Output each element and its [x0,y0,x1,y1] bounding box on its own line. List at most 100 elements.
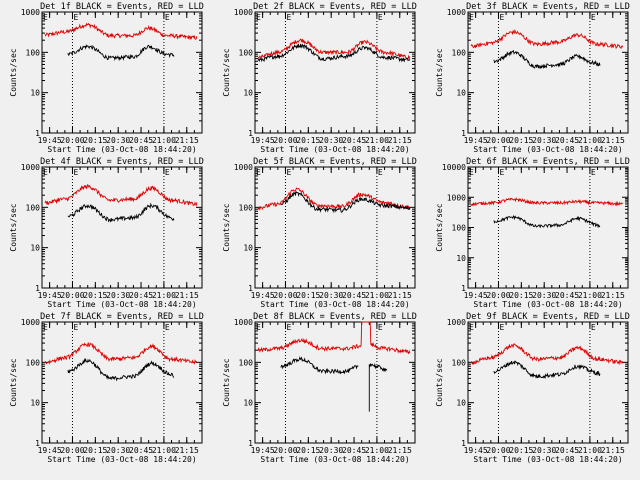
y-tick-label: 100 [452,48,467,57]
lld-line [44,183,198,207]
marker-label: E [378,13,383,22]
plot-frame [254,11,416,134]
x-tick-label: 20:15 [509,136,533,145]
x-tick-label: 20:00 [60,446,84,455]
y-tick-label: 10 [456,399,466,408]
y-tick-label: 1 [461,284,466,293]
x-tick-label: 21:15 [175,291,199,300]
y-axis-label: Counts/sec [222,358,231,406]
marker-label: E [378,168,383,177]
events-line [493,360,601,380]
marker-label: E [165,168,170,177]
events-line [280,190,411,214]
y-tick-label: 1 [35,129,40,138]
marker-label: E [499,323,504,332]
x-axis-label: Start Time (03-Oct-08 18:44:20) [473,455,622,464]
y-tick-label: 1000 [234,8,253,17]
marker-label: E [378,323,383,332]
y-axis-label: Counts/sec [435,48,444,96]
x-tick-label: 21:00 [578,291,602,300]
y-tick-label: 100 [26,358,41,367]
x-tick-label: 21:15 [175,136,199,145]
x-tick-label: 21:00 [152,136,176,145]
x-tick-label: 20:30 [532,291,556,300]
events-line [368,362,388,373]
lld-line [470,343,624,366]
y-tick-label: 100 [452,224,467,233]
y-tick-label: 100 [239,358,254,367]
x-tick-label: 19:45 [38,291,62,300]
marker-label: E [591,168,596,177]
plot-frame [467,321,629,444]
plot-frame [254,166,416,289]
y-tick-label: 1000 [447,318,466,327]
x-tick-label: 20:15 [296,446,320,455]
x-tick-label: 19:45 [251,446,275,455]
x-tick-label: 20:45 [129,291,153,300]
x-tick-label: 20:30 [106,446,130,455]
events-line [257,43,411,63]
marker-label: E [73,13,78,22]
plot-frame [467,11,629,134]
plot-frame [41,321,203,444]
y-tick-label: 1000 [234,318,253,327]
x-tick-label: 19:45 [251,136,275,145]
x-tick-label: 20:15 [83,446,107,455]
x-tick-label: 20:45 [342,291,366,300]
y-tick-label: 10 [456,89,466,98]
x-tick-label: 20:45 [555,446,579,455]
marker-label: E [499,13,504,22]
x-tick-label: 19:45 [38,136,62,145]
y-tick-label: 1 [461,129,466,138]
y-tick-label: 10 [243,399,253,408]
marker-label: E [165,13,170,22]
y-tick-label: 10 [243,244,253,253]
marker-label: E [286,168,291,177]
plot-frame [467,166,629,289]
panel-title: Det 1f BLACK = Events, RED = LLD [40,2,204,12]
y-tick-label: 1000 [21,163,40,172]
x-axis-label: Start Time (03-Oct-08 18:44:20) [473,145,622,154]
lld-line [470,28,624,50]
x-tick-label: 20:00 [273,136,297,145]
y-tick-label: 100 [26,203,41,212]
y-tick-label: 1000 [21,318,40,327]
x-tick-label: 21:00 [152,446,176,455]
y-tick-label: 100 [239,48,254,57]
marker-label: E [43,13,48,22]
y-tick-label: 10000 [442,163,466,172]
y-tick-label: 100 [452,358,467,367]
panel-det-6: Det 6f BLACK = Events, RED = LLD 1 10 100 10… [435,157,630,309]
x-tick-label: 20:15 [296,136,320,145]
x-tick-label: 20:30 [319,136,343,145]
plot-frame [41,166,203,289]
x-tick-label: 20:45 [555,136,579,145]
x-tick-label: 20:00 [486,136,510,145]
marker-label: E [591,13,596,22]
x-tick-label: 20:30 [319,291,343,300]
x-tick-label: 19:45 [464,446,488,455]
x-tick-label: 21:15 [601,446,625,455]
marker-label: E [499,168,504,177]
events-line [67,43,175,62]
x-tick-label: 20:15 [509,446,533,455]
x-tick-label: 21:15 [388,136,412,145]
y-tick-label: 1000 [234,163,253,172]
marker-label: E [469,168,474,177]
x-tick-label: 21:00 [365,136,389,145]
events-line [67,202,175,223]
x-tick-label: 21:00 [365,291,389,300]
x-axis-label: Start Time (03-Oct-08 18:44:20) [260,145,409,154]
x-axis-label: Start Time (03-Oct-08 18:44:20) [47,145,196,154]
marker-label: E [256,168,261,177]
marker-label: E [43,323,48,332]
x-tick-label: 21:00 [152,291,176,300]
marker-label: E [43,168,48,177]
x-tick-label: 20:00 [486,446,510,455]
x-axis-label: Start Time (03-Oct-08 18:44:20) [260,455,409,464]
y-tick-label: 1 [35,284,40,293]
panel-det-4: Det 4f BLACK = Events, RED = LLD 1 10 100 10… [9,157,204,309]
marker-label: E [591,323,596,332]
y-tick-label: 10 [456,254,466,263]
